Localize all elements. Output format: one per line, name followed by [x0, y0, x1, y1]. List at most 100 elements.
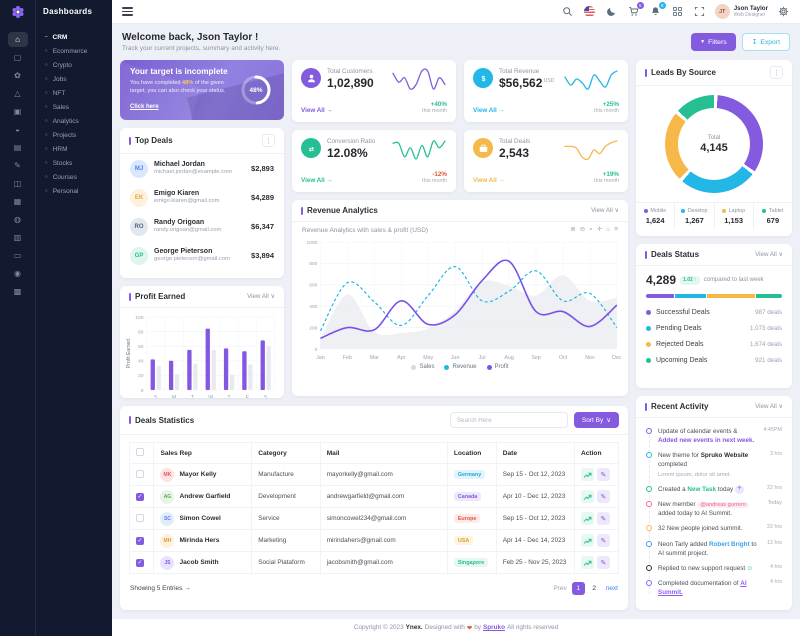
stat-view-all-link[interactable]: View All → — [473, 107, 505, 114]
column-header-mail[interactable]: Mail — [319, 442, 448, 464]
row-checkbox[interactable]: ✓ — [136, 558, 144, 567]
app-logo[interactable] — [11, 0, 25, 24]
footer-designer-link[interactable]: Spruko — [482, 624, 505, 631]
sidebar-item-ecommerce[interactable]: ○ Ecommerce — [43, 44, 105, 58]
sidebar-item-stocks[interactable]: ○ Stocks — [43, 156, 105, 170]
chart-tool-selection-zoom-icon[interactable]: ⌕ — [589, 226, 593, 234]
target-click-here-link[interactable]: Click here — [130, 104, 159, 111]
sidebar-item-crm[interactable]: – CRM — [43, 30, 105, 44]
column-header-location[interactable]: Location — [446, 442, 497, 464]
sidebar-rail-nft-icon[interactable]: △ — [14, 88, 21, 98]
chart-tool-pan-icon[interactable]: ✛ — [596, 226, 603, 234]
sidebar-item-label: NFT — [52, 89, 66, 97]
sidebar-rail-editor-icon[interactable]: ✎ — [14, 160, 21, 170]
sidebar-item-courses[interactable]: ○ Courses — [43, 170, 105, 184]
sidebar-item-jobs[interactable]: ○ Jobs — [43, 72, 105, 86]
top-deal-row[interactable]: MJ Michael Jordan michael.jordan@example.c… — [120, 154, 284, 183]
sidebar-item-nft[interactable]: ○ NFT — [43, 86, 105, 100]
profit-view-all[interactable]: View All ∨ — [247, 293, 275, 300]
sidebar-item-crypto[interactable]: ○ Crypto — [43, 58, 105, 72]
top-deals-menu-button[interactable]: ⋮ — [262, 134, 275, 147]
trending-up-icon[interactable] — [580, 512, 594, 525]
activity-plain-text: Completed documentation of — [658, 579, 741, 587]
pagination-prev[interactable]: Prev — [553, 585, 567, 592]
leads-by-source-card: Leads By Source ⋮ Total 4,145 Mobile 1,62… — [636, 60, 792, 236]
sidebar-rail-widgets-icon[interactable]: ▣ — [13, 106, 22, 116]
column-header-action[interactable]: Action — [573, 442, 620, 464]
edit-pencil-icon[interactable]: ✎ — [596, 490, 610, 503]
stat-view-all-link[interactable]: View All → — [301, 107, 333, 114]
leads-menu-button[interactable]: ⋮ — [770, 66, 783, 79]
sort-by-button[interactable]: Sort By ∨ — [573, 412, 619, 428]
pagination-page-1[interactable]: 1 — [571, 582, 585, 595]
export-button[interactable]: ↧ Export — [741, 33, 790, 51]
chart-tool-home-icon[interactable]: ⌂ — [606, 226, 611, 234]
us-flag-icon — [583, 6, 595, 17]
menu-toggle-button[interactable] — [122, 7, 133, 16]
sidebar-rail-charts-icon[interactable]: ▩ — [13, 286, 22, 296]
sidebar-rail-maps-icon[interactable]: ◍ — [14, 214, 21, 224]
row-checkbox[interactable] — [136, 513, 144, 522]
chart-tool-zoom-in-icon[interactable]: ⊕ — [570, 226, 576, 234]
sidebar-rail-tables-icon[interactable]: ▥ — [13, 232, 22, 242]
activity-time: 4:45PM — [763, 427, 782, 433]
stat-view-all-link[interactable]: View All → — [473, 177, 505, 184]
sidebar-item-projects[interactable]: ○ Projects — [43, 128, 105, 142]
top-deal-row[interactable]: EK Emigo Kiaren emigo.kiaren@gmail.com $4,2… — [120, 183, 284, 212]
sidebar-item-analytics[interactable]: ○ Analytics — [43, 114, 105, 128]
trending-up-icon[interactable] — [580, 468, 594, 481]
leads-stat-tablet: Tablet 679 — [752, 203, 792, 230]
cart-icon[interactable]: 5 — [627, 2, 644, 18]
date-cell: Apr 10 - Dec 12, 2023 — [495, 485, 575, 508]
table-search-input[interactable] — [449, 412, 568, 428]
column-header-sales-rep[interactable]: Sales Rep — [153, 442, 253, 464]
search-icon[interactable] — [561, 5, 574, 18]
row-checkbox[interactable] — [136, 469, 144, 478]
language-flag-icon[interactable] — [583, 5, 596, 18]
edit-pencil-icon[interactable]: ✎ — [596, 468, 610, 481]
activity-view-all[interactable]: View All ∨ — [755, 403, 783, 410]
sidebar-rail-utilities-icon[interactable]: ◒ — [15, 124, 20, 134]
sidebar-rail-pages-icon[interactable]: ▢ — [13, 52, 22, 62]
column-header-category[interactable]: Category — [251, 442, 321, 464]
sidebar-rail-cards-icon[interactable]: ▭ — [13, 250, 22, 260]
edit-pencil-icon[interactable]: ✎ — [596, 556, 610, 569]
menu-bullet-icon: ○ — [45, 173, 48, 179]
sidebar-rail-jobs-icon[interactable]: ◫ — [13, 178, 22, 188]
trending-up-icon[interactable] — [580, 556, 594, 569]
stat-texts: Total Revenue $56,562 USD — [499, 68, 554, 92]
sidebar-item-sales[interactable]: ○ Sales — [43, 100, 105, 114]
fullscreen-icon[interactable] — [693, 5, 706, 18]
pagination-page-2[interactable]: 2 — [592, 585, 597, 592]
user-profile-menu[interactable]: JT Json Taylor Web Designer — [714, 4, 768, 19]
sidebar-rail-pins-icon[interactable]: ◉ — [14, 268, 21, 278]
edit-pencil-icon[interactable]: ✎ — [596, 512, 610, 525]
row-checkbox[interactable]: ✓ — [136, 536, 144, 545]
chart-tool-menu-icon[interactable]: ≡ — [614, 226, 618, 234]
pagination-next[interactable]: next — [605, 585, 618, 592]
stat-view-all-link[interactable]: View All → — [301, 177, 333, 184]
sidebar-rail-apps-grid-icon[interactable]: ▦ — [13, 196, 22, 206]
revenue-view-all[interactable]: View All ∨ — [591, 207, 619, 214]
settings-gear-icon[interactable] — [777, 5, 790, 18]
top-deal-row[interactable]: GP George Pieterson george.pieterson@gmail… — [120, 241, 284, 270]
dark-mode-moon-icon[interactable] — [605, 5, 618, 18]
edit-pencil-icon[interactable]: ✎ — [596, 534, 610, 547]
trending-up-icon[interactable] — [580, 490, 594, 503]
notifications-bell-icon[interactable]: 6 — [649, 2, 666, 18]
deals-status-view-all[interactable]: View All ∨ — [755, 251, 783, 258]
sidebar-item-hrm[interactable]: ○ HRM — [43, 142, 105, 156]
chart-tool-zoom-out-icon[interactable]: ⊖ — [579, 226, 586, 234]
sidebar-rail-applications-icon[interactable]: ✿ — [14, 70, 21, 80]
sidebar-item-personal[interactable]: ○ Personal — [43, 184, 105, 198]
trending-up-icon[interactable] — [580, 534, 594, 547]
column-header-date[interactable]: Date — [495, 442, 575, 464]
sidebar-rail-home-icon[interactable]: ⌂ — [7, 31, 28, 47]
sidebar-rail-forms-icon[interactable]: ▤ — [13, 142, 22, 152]
apps-grid-icon[interactable] — [671, 5, 684, 18]
row-checkbox[interactable]: ✓ — [136, 492, 144, 501]
activity-plain-text: New theme for — [658, 452, 701, 460]
filters-button[interactable]: ▼ Filters — [691, 33, 736, 51]
select-all-checkbox[interactable] — [136, 448, 144, 456]
top-deal-row[interactable]: RO Randy Origoan randy.origoan@gmail.com $6… — [120, 212, 284, 241]
